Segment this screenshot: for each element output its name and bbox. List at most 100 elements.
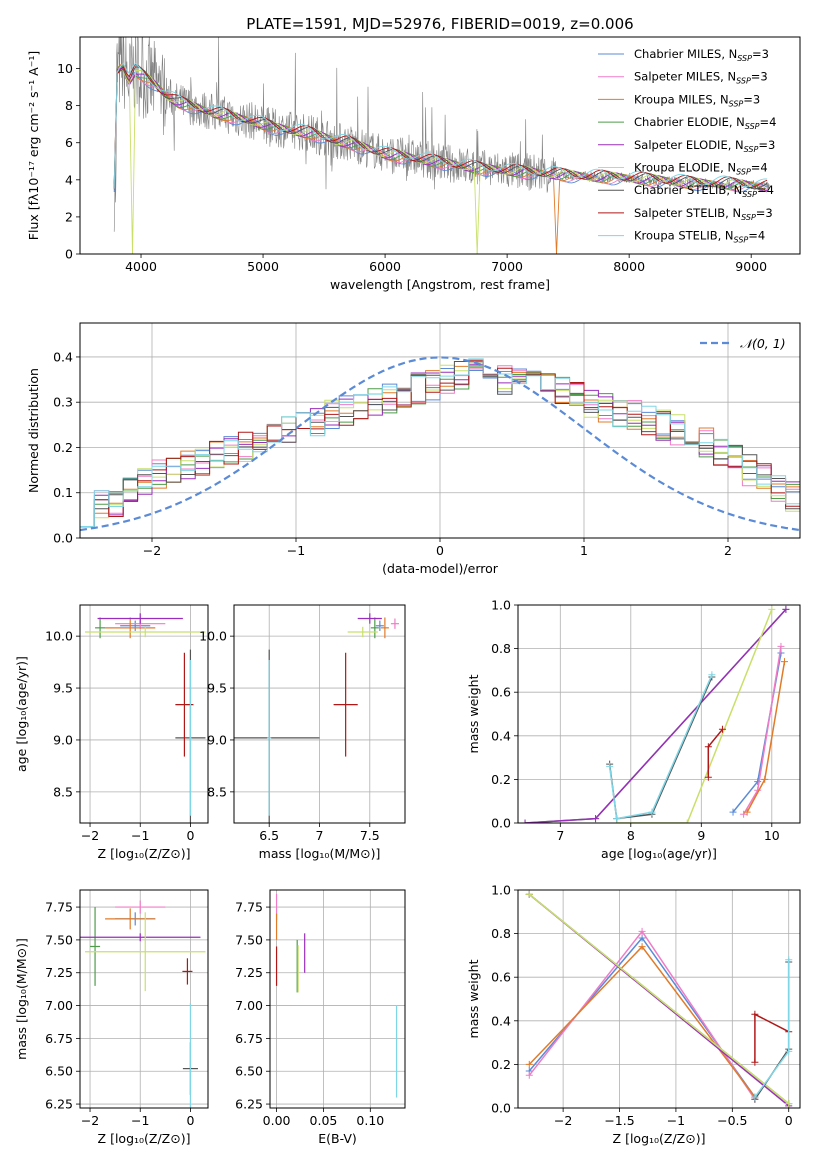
y-tick-label: 0.2: [53, 440, 73, 455]
legend-label-suffix: =4: [748, 229, 765, 243]
y-tick-label: 10.0: [199, 629, 227, 644]
y-tick-label: 7.00: [45, 998, 73, 1013]
x-tick-label: −1.5: [604, 1113, 634, 1128]
legend-label-main: Kroupa MILES, N: [634, 92, 729, 106]
figure-title: PLATE=1591, MJD=52976, FIBERID=0019, z=0…: [246, 15, 633, 33]
mass-weight-point: [782, 605, 790, 613]
mass-weight-point: [740, 810, 748, 818]
age-vs-mass-plot-area: [234, 613, 399, 823]
y-axis-label: mass weight: [466, 674, 481, 753]
legend-label: Chabrier STELIB, NSSP=4: [634, 183, 774, 199]
y-tick-label: 6.50: [235, 1064, 263, 1079]
mass-weight-point: [638, 934, 646, 942]
y-tick-label: 9.5: [53, 681, 73, 696]
mass-weight-line: [528, 893, 790, 1105]
y-tick-label: 7.50: [45, 932, 73, 947]
legend-label-suffix: =4: [757, 183, 774, 197]
y-tick-label: 7.25: [235, 965, 263, 980]
legend-label-sub: SSP: [745, 122, 760, 131]
mass-weight-point: [638, 943, 646, 951]
legend-label-suffix: =3: [743, 92, 760, 106]
y-tick-label: 7.75: [235, 900, 263, 915]
y-tick-label: 9.0: [53, 732, 73, 747]
legend-label: Kroupa STELIB, NSSP=4: [634, 229, 765, 245]
axes-frame: [79, 36, 801, 255]
x-axis-label: mass [log₁₀(M/M⊙)]: [259, 846, 381, 861]
model-spectrum-line: [113, 65, 768, 193]
mass-weight-point: [718, 725, 726, 733]
y-tick-label: 0.3: [53, 395, 73, 410]
x-tick-label: −2: [554, 1113, 572, 1128]
age-vs-Z-plot-area: [85, 613, 206, 823]
y-tick-label: 9.5: [207, 681, 227, 696]
y-tick-label: 0.4: [491, 1013, 511, 1028]
mass-weight-point: [648, 808, 656, 816]
y-tick-label: 8.5: [207, 784, 227, 799]
x-tick-label: −2: [81, 1113, 99, 1128]
weight-vs-age-panel: 7 8 9 10 0.0 0.2 0.4 0.6 0.8 1.0 age [log₁₀(age/yr…: [466, 598, 801, 861]
x-tick-label: −1: [131, 828, 149, 843]
y-tick-label: 8: [65, 98, 73, 113]
mass-weight-point: [606, 762, 614, 770]
x-tick-label: 6.5: [259, 828, 279, 843]
legend-label-sub: SSP: [741, 213, 756, 222]
legend-label-suffix: =3: [752, 47, 769, 61]
y-tick-label: 4: [65, 172, 73, 187]
x-tick-label: −1: [287, 543, 305, 558]
y-tick-label: 1.0: [491, 883, 511, 898]
x-tick-label: 8000: [613, 259, 645, 274]
y-tick-label: 6.25: [235, 1097, 263, 1112]
y-tick-label: 0.4: [53, 349, 73, 364]
y-axis-label: mass [log₁₀(M/M⊙)]: [14, 938, 29, 1060]
x-tick-label: −1: [131, 1113, 149, 1128]
y-tick-label: 0.0: [491, 816, 511, 831]
x-tick-label: 5000: [247, 259, 279, 274]
y-axis-label: Normed distribution: [26, 368, 41, 493]
x-tick-label: 10: [764, 828, 780, 843]
y-tick-label: 6.50: [45, 1064, 73, 1079]
legend-label-main: Chabrier STELIB, N: [634, 183, 742, 197]
legend-label: 𝒩(0, 1): [740, 336, 786, 351]
x-tick-label: 9: [697, 828, 705, 843]
mass-weight-point: [638, 927, 646, 935]
histogram-step-line: [80, 358, 800, 527]
legend-label-suffix: =3: [756, 206, 773, 220]
legend-label-sub: SSP: [742, 190, 757, 199]
mass-weight-point: [751, 1093, 759, 1101]
y-axis-label: age [log₁₀(age/yr)]: [14, 656, 29, 772]
axes-frame: [79, 322, 801, 539]
y-tick-label: 0.1: [53, 485, 73, 500]
x-tick-label: 9000: [735, 259, 767, 274]
mass-vs-ebv-plot-area: [275, 893, 398, 1098]
mass-weight-point: [592, 815, 600, 823]
x-tick-label: 8: [627, 828, 635, 843]
mass-weight-point: [751, 1010, 759, 1018]
legend-label: Salpeter ELODIE, NSSP=3: [634, 138, 775, 154]
legend-label-sub: SSP: [729, 99, 744, 108]
mass-weight-point: [785, 1100, 793, 1108]
x-axis-label: age [log₁₀(age/yr)]: [601, 846, 717, 861]
x-tick-label: 7: [316, 828, 324, 843]
model-spectrum-line: [113, 63, 768, 190]
y-tick-label: 0: [65, 247, 73, 262]
legend-label: Kroupa MILES, NSSP=3: [634, 92, 760, 108]
x-tick-label: 0: [785, 1113, 793, 1128]
y-tick-label: 0.4: [491, 728, 511, 743]
mass-weight-point: [708, 671, 716, 679]
y-tick-label: 6.75: [235, 1031, 263, 1046]
y-tick-label: 0.6: [491, 685, 511, 700]
mass-weight-point: [761, 775, 769, 783]
legend-label-main: Kroupa ELODIE, N: [634, 161, 736, 175]
y-tick-label: 1.0: [491, 598, 511, 613]
x-tick-label: 0.10: [356, 1113, 384, 1128]
y-tick-label: 7.50: [235, 932, 263, 947]
x-axis-label: Z [log₁₀(Z/Z⊙)]: [98, 1131, 191, 1146]
y-tick-label: 0.0: [491, 1101, 511, 1116]
y-tick-label: 7.00: [235, 998, 263, 1013]
legend-label: Salpeter MILES, NSSP=3: [634, 70, 768, 86]
mass-vs-ebv-panel: 0.00 0.05 0.10 6.25 6.50 6.75 7.00 7.25 7.50 7.75…: [235, 889, 406, 1146]
y-tick-label: 0.6: [491, 970, 511, 985]
histogram-step-line: [80, 359, 800, 527]
